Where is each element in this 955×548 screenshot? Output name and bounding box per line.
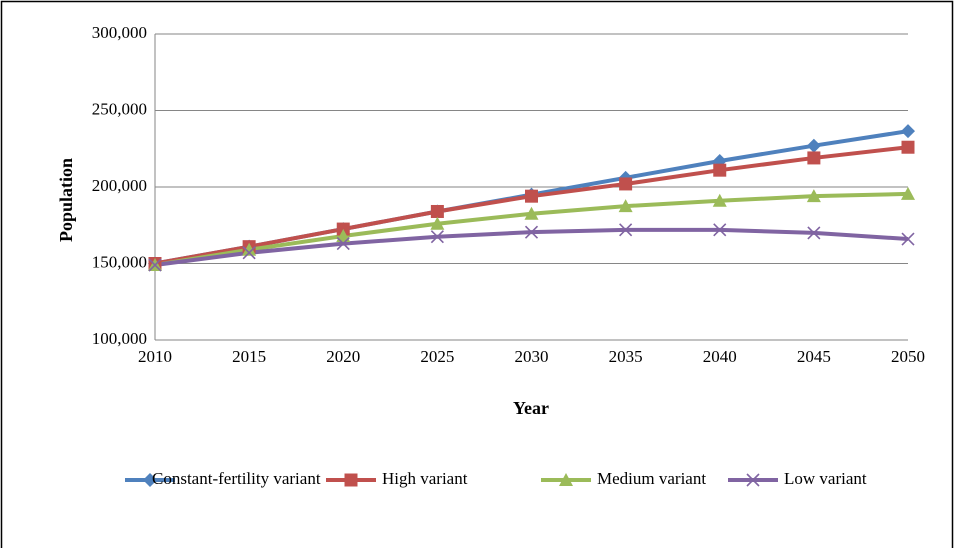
marker xyxy=(807,151,821,165)
marker xyxy=(712,193,727,207)
marker xyxy=(807,226,821,240)
marker xyxy=(430,230,444,244)
marker xyxy=(713,223,727,237)
x-tick-label: 2040 xyxy=(703,347,737,366)
y-axis-title: Population xyxy=(56,158,76,242)
marker xyxy=(525,189,538,203)
marker xyxy=(242,242,257,256)
legend-label: High variant xyxy=(382,469,468,488)
x-tick-label: 2030 xyxy=(515,347,549,366)
y-tick-label: 300,000 xyxy=(92,23,147,42)
x-tick-label: 2025 xyxy=(420,347,454,366)
marker xyxy=(619,223,633,237)
marker xyxy=(336,228,351,242)
marker xyxy=(746,473,760,487)
marker xyxy=(559,473,573,486)
marker xyxy=(148,258,162,272)
marker xyxy=(242,246,256,260)
marker xyxy=(806,138,821,153)
x-tick-label: 2050 xyxy=(891,347,925,366)
x-tick-label: 2035 xyxy=(609,347,643,366)
legend-label: Medium variant xyxy=(597,469,706,488)
x-axis-title: Year xyxy=(513,398,549,418)
legend-label: Low variant xyxy=(784,469,867,488)
x-tick-label: 2015 xyxy=(232,347,266,366)
marker xyxy=(901,232,915,246)
legend-label: Constant-fertility variant xyxy=(152,469,321,488)
y-tick-label: 150,000 xyxy=(92,252,147,271)
marker xyxy=(336,237,350,251)
marker xyxy=(524,225,539,239)
marker xyxy=(901,124,915,139)
x-tick-label: 2020 xyxy=(326,347,360,366)
marker xyxy=(619,177,633,191)
y-tick-label: 100,000 xyxy=(92,329,147,348)
y-tick-label: 250,000 xyxy=(92,99,147,118)
series-line xyxy=(154,191,909,268)
marker xyxy=(901,140,915,154)
marker xyxy=(713,163,727,177)
marker xyxy=(524,206,539,220)
marker xyxy=(143,473,157,487)
marker xyxy=(806,189,821,203)
marker xyxy=(430,216,445,230)
marker xyxy=(618,199,633,213)
y-tick-label: 200,000 xyxy=(92,176,147,195)
x-tick-label: 2010 xyxy=(138,347,172,366)
marker xyxy=(901,186,915,200)
marker xyxy=(344,473,358,487)
marker xyxy=(430,204,444,218)
x-tick-label: 2045 xyxy=(797,347,831,366)
